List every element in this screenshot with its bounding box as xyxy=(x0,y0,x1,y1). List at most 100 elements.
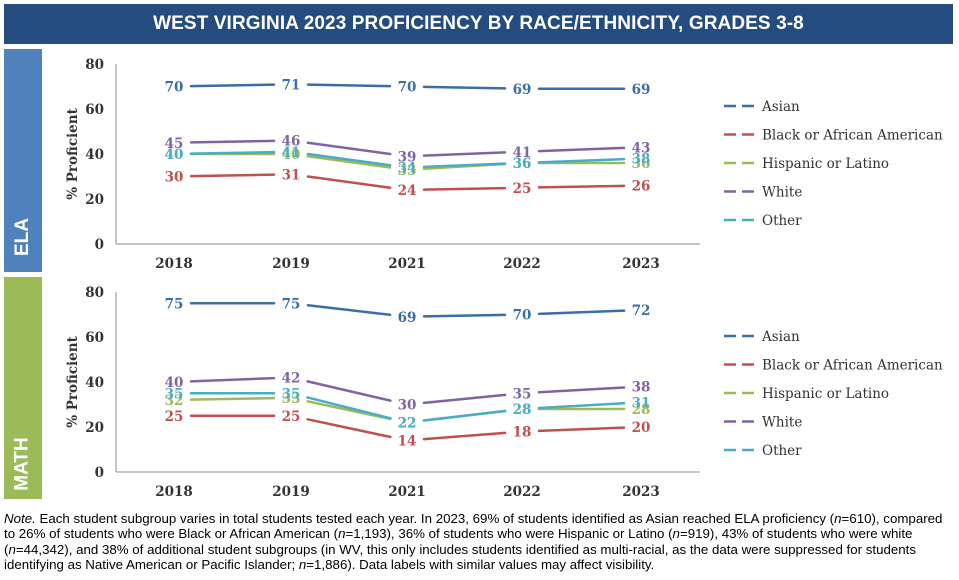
math-asian-data-label-2021: 69 xyxy=(398,310,417,326)
math-other-line-segment xyxy=(422,409,507,422)
ela-white-line-segment xyxy=(306,141,392,156)
ela-x-tick-label-2019: 2019 xyxy=(272,256,310,272)
math-black-or-african-american-data-label-2022: 18 xyxy=(513,425,532,441)
math-hispanic-or-latino-data-label-2021: 22 xyxy=(398,416,417,432)
note-n-2: n xyxy=(338,526,346,542)
ela-section-tab: ELA xyxy=(4,49,42,272)
math-white-data-label-2023: 38 xyxy=(632,380,651,396)
ela-asian-data-label-2021: 70 xyxy=(398,80,417,96)
math-asian-data-label-2023: 72 xyxy=(632,303,651,319)
math-other-data-label-2019: 35 xyxy=(282,386,301,402)
math-hispanic-or-latino-data-label-2023: 28 xyxy=(632,402,651,418)
chart-note: Note. Each student subgroup varies in to… xyxy=(4,511,956,573)
ela-asian-data-label-2018: 70 xyxy=(165,80,184,96)
note-n-1: n xyxy=(834,511,842,526)
ela-y-axis-label: % Proficient xyxy=(65,107,81,199)
note-n-3: n xyxy=(672,526,680,542)
math-other-data-label-2018: 35 xyxy=(165,386,184,402)
math-y-tick-label: 20 xyxy=(85,420,104,436)
math-black-or-african-american-data-label-2023: 20 xyxy=(632,420,651,436)
ela-x-tick-label-2021: 2021 xyxy=(388,256,426,272)
ela-x-tick-label-2022: 2022 xyxy=(503,256,541,272)
ela-black-or-african-american-line-segment xyxy=(422,186,507,191)
chart-title: WEST VIRGINIA 2023 PROFICIENCY BY RACE/E… xyxy=(4,4,953,44)
math-asian-data-label-2019: 75 xyxy=(282,296,301,312)
ela-asian-data-label-2019: 71 xyxy=(282,77,301,93)
ela-asian-data-label-2023: 69 xyxy=(632,82,651,98)
math-legend-label-asian: Asian xyxy=(761,329,800,345)
note-text-1: Each student subgroup varies in total st… xyxy=(35,511,835,526)
ela-white-line-segment xyxy=(189,139,276,144)
math-black-or-african-american-line-segment xyxy=(306,418,392,439)
ela-y-tick-label: 80 xyxy=(85,57,104,73)
ela-legend-label-hispanic-or-latino: Hispanic or Latino xyxy=(762,156,889,172)
math-black-or-african-american-data-label-2019: 25 xyxy=(282,409,301,425)
math-black-or-african-american-line-segment xyxy=(537,426,626,433)
math-white-data-label-2021: 30 xyxy=(398,398,417,414)
ela-black-or-african-american-data-label-2018: 30 xyxy=(165,170,184,186)
math-other-data-label-2022: 28 xyxy=(513,402,532,418)
math-white-line-segment xyxy=(537,386,626,394)
ela-legend-label-white: White xyxy=(762,185,802,201)
math-asian-data-label-2018: 75 xyxy=(165,296,184,312)
ela-black-or-african-american-data-label-2021: 24 xyxy=(398,183,417,199)
ela-hispanic-or-latino-data-label-2018: 40 xyxy=(165,147,184,163)
ela-black-or-african-american-data-label-2023: 26 xyxy=(632,179,651,195)
math-asian-line-segment xyxy=(422,313,507,318)
math-white-line-segment xyxy=(306,380,392,402)
math-other-data-label-2023: 31 xyxy=(632,395,651,411)
math-section-tab: MATH xyxy=(4,277,42,499)
note-text-2: =610), compared to 26% of students who w… xyxy=(4,511,943,542)
math-hispanic-or-latino-line-segment xyxy=(189,396,276,401)
ela-white-data-label-2018: 45 xyxy=(165,136,184,152)
math-white-data-label-2018: 40 xyxy=(165,375,184,391)
math-y-tick-label: 40 xyxy=(85,375,104,391)
ela-other-data-label-2022: 36 xyxy=(513,156,532,172)
math-y-axis-label: % Proficient xyxy=(65,335,81,427)
note-lead: Note. xyxy=(4,511,36,526)
math-legend-label-black-or-african-american: Black or African American xyxy=(762,358,943,374)
ela-y-tick-label: 60 xyxy=(85,102,104,118)
ela-asian-line-segment xyxy=(189,83,276,88)
math-x-tick-label-2018: 2018 xyxy=(155,484,193,500)
ela-white-line-segment xyxy=(537,146,626,153)
ela-hispanic-or-latino-data-label-2021: 33 xyxy=(398,163,417,179)
math-tab-label: MATH xyxy=(12,437,33,491)
math-white-data-label-2022: 35 xyxy=(513,386,532,402)
math-asian-data-label-2022: 70 xyxy=(513,308,532,324)
math-x-tick-label-2023: 2023 xyxy=(622,484,660,500)
math-black-or-african-american-data-label-2021: 14 xyxy=(398,434,417,450)
note-n-4: n xyxy=(8,541,16,557)
ela-black-or-african-american-line-segment xyxy=(189,173,276,178)
math-y-tick-label: 80 xyxy=(85,285,104,301)
ela-legend-label-asian: Asian xyxy=(761,99,800,115)
ela-black-or-african-american-data-label-2022: 25 xyxy=(513,181,532,197)
math-white-data-label-2019: 42 xyxy=(282,371,301,387)
ela-hispanic-or-latino-data-label-2022: 36 xyxy=(513,156,532,172)
math-x-tick-label-2019: 2019 xyxy=(272,484,310,500)
ela-other-line-segment xyxy=(537,157,626,164)
ela-x-tick-label-2023: 2023 xyxy=(622,256,660,272)
note-text-4: =919), 43% of students who were white ( xyxy=(4,526,913,557)
ela-tab-label: ELA xyxy=(12,218,33,256)
ela-y-tick-label: 40 xyxy=(85,147,104,163)
ela-white-data-label-2023: 43 xyxy=(632,140,651,156)
ela-other-line-segment xyxy=(306,152,392,167)
ela-asian-line-segment xyxy=(306,83,392,88)
ela-other-line-segment xyxy=(189,150,276,155)
note-text-5: =44,342), and 38% of additional student … xyxy=(4,541,917,573)
math-other-data-label-2021: 22 xyxy=(398,416,417,432)
ela-asian-data-label-2022: 69 xyxy=(513,82,532,98)
ela-other-data-label-2019: 41 xyxy=(282,145,301,161)
ela-black-or-african-american-line-segment xyxy=(537,184,626,189)
ela-other-data-label-2021: 34 xyxy=(398,161,417,177)
math-legend-label-white: White xyxy=(762,415,802,431)
note-text-6: =1,886). Data labels with similar values… xyxy=(306,557,655,573)
ela-black-or-african-american-line-segment xyxy=(306,175,392,189)
math-legend-label-hispanic-or-latino: Hispanic or Latino xyxy=(762,386,889,402)
ela-black-or-african-american-data-label-2019: 31 xyxy=(282,167,301,183)
ela-line-chart: 0 20 40 60 80 % Proficient 2018 2019 2021 2022 202… xyxy=(65,57,943,272)
ela-other-line-segment xyxy=(422,162,507,169)
ela-asian-line-segment xyxy=(422,85,507,90)
ela-white-line-segment xyxy=(422,151,507,157)
